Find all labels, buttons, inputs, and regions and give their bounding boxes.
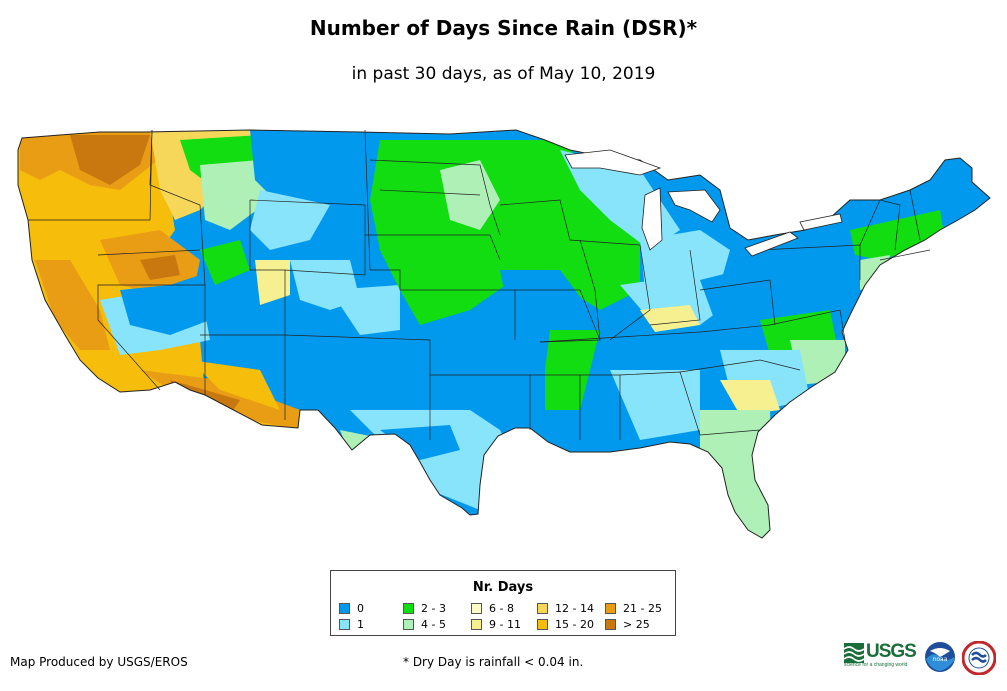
noaa-logo-text: noaa bbox=[933, 656, 948, 663]
legend-item: 1 bbox=[339, 619, 364, 631]
noaa-logo-icon: noaa bbox=[925, 642, 955, 672]
legend-swatch bbox=[403, 603, 414, 614]
legend-swatch bbox=[605, 603, 616, 614]
legend-item: 21 - 25 bbox=[605, 603, 662, 615]
legend-label: 21 - 25 bbox=[623, 602, 662, 615]
legend-swatch bbox=[339, 619, 350, 630]
legend: Nr. Days 0 1 2 - 3 4 - 5 6 - 8 9 - 11 12… bbox=[330, 570, 676, 636]
usgs-logo-text: USGS bbox=[866, 641, 917, 662]
map-subtitle: in past 30 days, as of May 10, 2019 bbox=[351, 64, 656, 84]
legend-swatch bbox=[471, 619, 482, 630]
legend-swatch bbox=[605, 619, 616, 630]
map-title: Number of Days Since Rain (DSR)* bbox=[309, 16, 698, 40]
us-dsr-map bbox=[17, 129, 991, 539]
legend-label: 9 - 11 bbox=[489, 618, 521, 631]
legend-item: 12 - 14 bbox=[537, 603, 594, 615]
legend-item: 6 - 8 bbox=[471, 603, 514, 615]
legend-label: 15 - 20 bbox=[555, 618, 594, 631]
legend-title: Nr. Days bbox=[472, 580, 534, 595]
legend-item: 15 - 20 bbox=[537, 619, 594, 631]
legend-label: 12 - 14 bbox=[555, 602, 594, 615]
great-lakes bbox=[564, 149, 843, 257]
legend-label: 1 bbox=[357, 618, 364, 631]
nws-logo-icon bbox=[962, 641, 996, 675]
state-boundaries bbox=[28, 129, 931, 440]
legend-item: 0 bbox=[339, 603, 364, 615]
legend-item: 4 - 5 bbox=[403, 619, 446, 631]
dry-day-footnote: * Dry Day is rainfall < 0.04 in. bbox=[403, 655, 584, 669]
legend-label: 2 - 3 bbox=[421, 602, 446, 615]
legend-label: 0 bbox=[357, 602, 364, 615]
legend-swatch bbox=[537, 619, 548, 630]
legend-swatch bbox=[403, 619, 414, 630]
legend-label: > 25 bbox=[623, 618, 650, 631]
legend-label: 4 - 5 bbox=[421, 618, 446, 631]
legend-item: > 25 bbox=[605, 619, 650, 631]
legend-swatch bbox=[471, 603, 482, 614]
usgs-wave-icon bbox=[844, 643, 864, 663]
legend-item: 2 - 3 bbox=[403, 603, 446, 615]
map-credit: Map Produced by USGS/EROS bbox=[10, 655, 188, 669]
legend-label: 6 - 8 bbox=[489, 602, 514, 615]
legend-item: 9 - 11 bbox=[471, 619, 521, 631]
usgs-logo-icon: USGS science for a changing world bbox=[844, 641, 918, 668]
legend-swatch bbox=[339, 603, 350, 614]
legend-swatch bbox=[537, 603, 548, 614]
usgs-tagline: science for a changing world bbox=[844, 662, 908, 668]
